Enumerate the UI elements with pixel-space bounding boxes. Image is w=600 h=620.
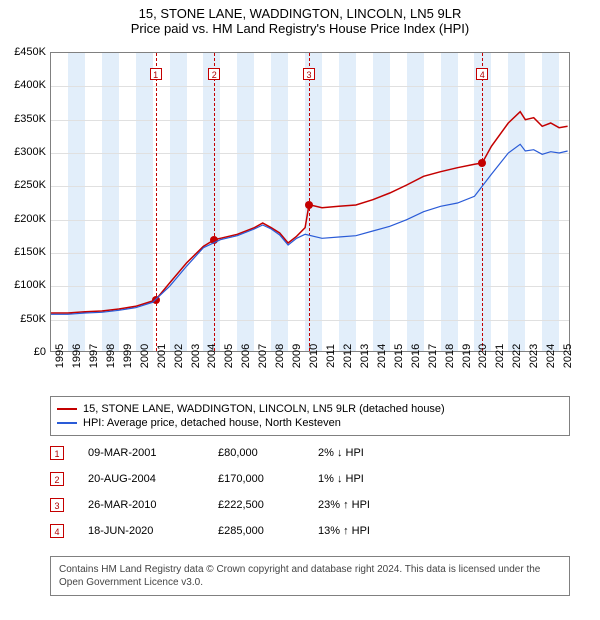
legend-swatch (57, 422, 77, 424)
event-row-diff: 13% ↑ HPI (318, 525, 418, 537)
event-row: 1 09-MAR-2001£80,0002% ↓ HPI (50, 440, 570, 466)
xtick-label: 1998 (105, 344, 117, 368)
event-row-price: £80,000 (218, 447, 318, 459)
xtick-label: 2014 (376, 344, 388, 368)
event-row: 2 20-AUG-2004£170,0001% ↓ HPI (50, 466, 570, 492)
ytick-label: £450K (0, 46, 46, 58)
xtick-label: 2004 (206, 344, 218, 368)
event-row: 4 18-JUN-2020£285,00013% ↑ HPI (50, 518, 570, 544)
xtick-label: 2003 (190, 344, 202, 368)
event-row-diff: 23% ↑ HPI (318, 499, 418, 511)
xtick-label: 2019 (461, 344, 473, 368)
series-hpi (51, 144, 568, 314)
event-row-number: 1 (50, 446, 64, 460)
xtick-label: 2009 (291, 344, 303, 368)
events-table: 109-MAR-2001£80,0002% ↓ HPI220-AUG-2004£… (50, 440, 570, 544)
legend-swatch (57, 408, 77, 410)
ytick-label: £400K (0, 79, 46, 91)
chart-title-block: 15, STONE LANE, WADDINGTON, LINCOLN, LN5… (0, 0, 600, 36)
xtick-label: 2010 (308, 344, 320, 368)
ytick-label: £150K (0, 246, 46, 258)
ytick-label: £250K (0, 179, 46, 191)
series-property (51, 112, 568, 313)
ytick-label: £0 (0, 346, 46, 358)
legend-row-property: 15, STONE LANE, WADDINGTON, LINCOLN, LN5… (57, 403, 563, 415)
event-row-price: £170,000 (218, 473, 318, 485)
xtick-label: 2006 (240, 344, 252, 368)
xtick-label: 2021 (494, 344, 506, 368)
legend-row-hpi: HPI: Average price, detached house, Nort… (57, 417, 563, 429)
legend-label: 15, STONE LANE, WADDINGTON, LINCOLN, LN5… (83, 403, 445, 415)
legend-box: 15, STONE LANE, WADDINGTON, LINCOLN, LN5… (50, 396, 570, 436)
footnote-box: Contains HM Land Registry data © Crown c… (50, 556, 570, 596)
xtick-label: 2011 (325, 344, 337, 368)
xtick-label: 1997 (88, 344, 100, 368)
xtick-label: 2017 (427, 344, 439, 368)
xtick-label: 2023 (528, 344, 540, 368)
xtick-label: 1996 (71, 344, 83, 368)
xtick-label: 1995 (54, 344, 66, 368)
xtick-label: 1999 (122, 344, 134, 368)
xtick-label: 2002 (173, 344, 185, 368)
xtick-label: 2012 (342, 344, 354, 368)
xtick-label: 2013 (359, 344, 371, 368)
xtick-label: 2018 (444, 344, 456, 368)
xtick-label: 2022 (511, 344, 523, 368)
series-svg (51, 53, 571, 353)
chart-title-line2: Price paid vs. HM Land Registry's House … (0, 21, 600, 36)
xtick-label: 2025 (562, 344, 574, 368)
event-row-number: 3 (50, 498, 64, 512)
xtick-label: 2020 (477, 344, 489, 368)
event-row-price: £285,000 (218, 525, 318, 537)
event-row-date: 09-MAR-2001 (88, 447, 218, 459)
chart-area: 1234 £0£50K£100K£150K£200K£250K£300K£350… (50, 52, 570, 382)
xtick-label: 2015 (393, 344, 405, 368)
xtick-label: 2001 (156, 344, 168, 368)
event-row-date: 18-JUN-2020 (88, 525, 218, 537)
event-row-date: 20-AUG-2004 (88, 473, 218, 485)
chart-title-line1: 15, STONE LANE, WADDINGTON, LINCOLN, LN5… (0, 6, 600, 21)
ytick-label: £300K (0, 146, 46, 158)
legend-label: HPI: Average price, detached house, Nort… (83, 417, 341, 429)
xtick-label: 2007 (257, 344, 269, 368)
ytick-label: £50K (0, 313, 46, 325)
xtick-label: 2005 (223, 344, 235, 368)
ytick-label: £100K (0, 279, 46, 291)
event-row-number: 4 (50, 524, 64, 538)
chart-plot: 1234 (50, 52, 570, 352)
event-row-price: £222,500 (218, 499, 318, 511)
event-row: 3 26-MAR-2010£222,50023% ↑ HPI (50, 492, 570, 518)
xtick-label: 2008 (274, 344, 286, 368)
ytick-label: £200K (0, 213, 46, 225)
event-row-date: 26-MAR-2010 (88, 499, 218, 511)
xtick-label: 2016 (410, 344, 422, 368)
event-row-diff: 2% ↓ HPI (318, 447, 418, 459)
event-row-number: 2 (50, 472, 64, 486)
event-row-diff: 1% ↓ HPI (318, 473, 418, 485)
xtick-label: 2024 (545, 344, 557, 368)
xtick-label: 2000 (139, 344, 151, 368)
footnote-text: Contains HM Land Registry data © Crown c… (59, 564, 540, 588)
ytick-label: £350K (0, 113, 46, 125)
